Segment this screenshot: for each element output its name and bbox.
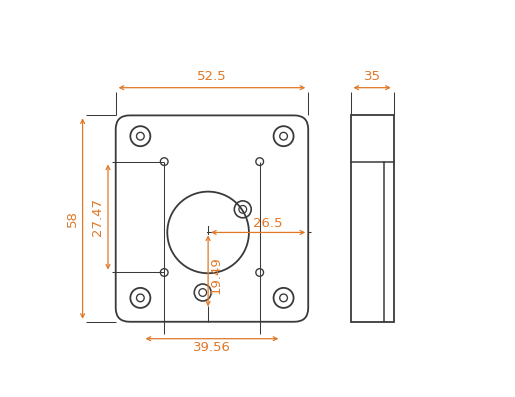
Text: 19.49: 19.49 bbox=[209, 256, 222, 294]
Bar bbox=[351, 116, 393, 322]
Text: 35: 35 bbox=[364, 70, 381, 83]
Text: 39.56: 39.56 bbox=[193, 341, 231, 355]
Text: 27.47: 27.47 bbox=[91, 198, 104, 236]
Text: 52.5: 52.5 bbox=[197, 70, 227, 83]
Text: 58: 58 bbox=[66, 210, 79, 227]
Text: 26.5: 26.5 bbox=[253, 217, 283, 230]
